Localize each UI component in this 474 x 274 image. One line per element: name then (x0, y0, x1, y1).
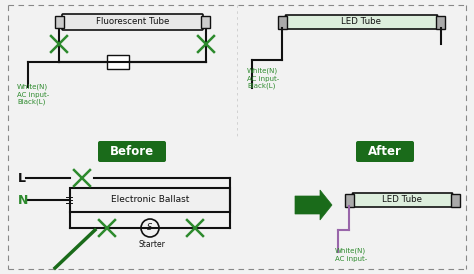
Text: After: After (368, 145, 402, 158)
Bar (345, 193, 354, 207)
Text: White(N)
AC input-
Black(L): White(N) AC input- Black(L) (17, 84, 49, 105)
Bar (451, 193, 460, 207)
Bar (70, 188, 230, 212)
Bar (55, 16, 64, 28)
Text: White(N)
AC input-
Black(L): White(N) AC input- Black(L) (247, 68, 279, 89)
Text: Before: Before (110, 145, 154, 158)
FancyBboxPatch shape (285, 15, 438, 29)
Text: L: L (18, 172, 26, 184)
Text: LED Tube: LED Tube (383, 196, 422, 204)
Text: LED Tube: LED Tube (341, 18, 382, 27)
Bar (436, 16, 445, 28)
Text: Fluorescent Tube: Fluorescent Tube (96, 18, 169, 27)
Text: Electronic Ballast: Electronic Ballast (111, 196, 189, 204)
FancyBboxPatch shape (62, 14, 203, 30)
Polygon shape (295, 190, 332, 220)
FancyBboxPatch shape (356, 141, 414, 162)
Text: N: N (18, 193, 28, 207)
Text: Starter: Starter (138, 240, 165, 249)
Bar (107, 55, 129, 69)
Bar (278, 16, 287, 28)
Text: White(N)
AC input-: White(N) AC input- (335, 248, 367, 261)
Bar (201, 16, 210, 28)
Text: S: S (147, 224, 153, 233)
FancyBboxPatch shape (353, 193, 453, 207)
FancyBboxPatch shape (98, 141, 166, 162)
